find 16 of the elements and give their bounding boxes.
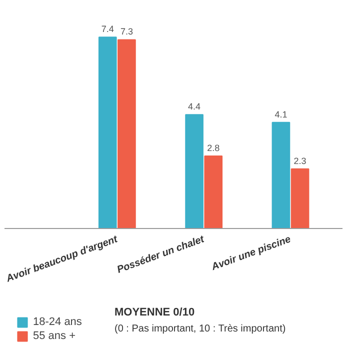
bar [98,36,117,229]
data-label: 2.3 [294,156,306,166]
bar [272,122,290,229]
data-label: 2.8 [207,142,220,153]
bar [290,168,310,229]
text: (0 : Pas important, 10 : Très important) [114,324,286,334]
bar [204,155,223,229]
data-label: 7.3 [120,26,133,37]
text: MOYENNE 0/10 [114,306,195,318]
data-label: 4.1 [274,109,288,120]
data-label: 7.4 [101,24,114,34]
legend-label: 18-24 ans [33,316,82,328]
bar [185,114,204,229]
data-label: 4.4 [188,102,201,112]
bar [118,39,136,229]
legend-label: 55 ans + [33,330,76,342]
